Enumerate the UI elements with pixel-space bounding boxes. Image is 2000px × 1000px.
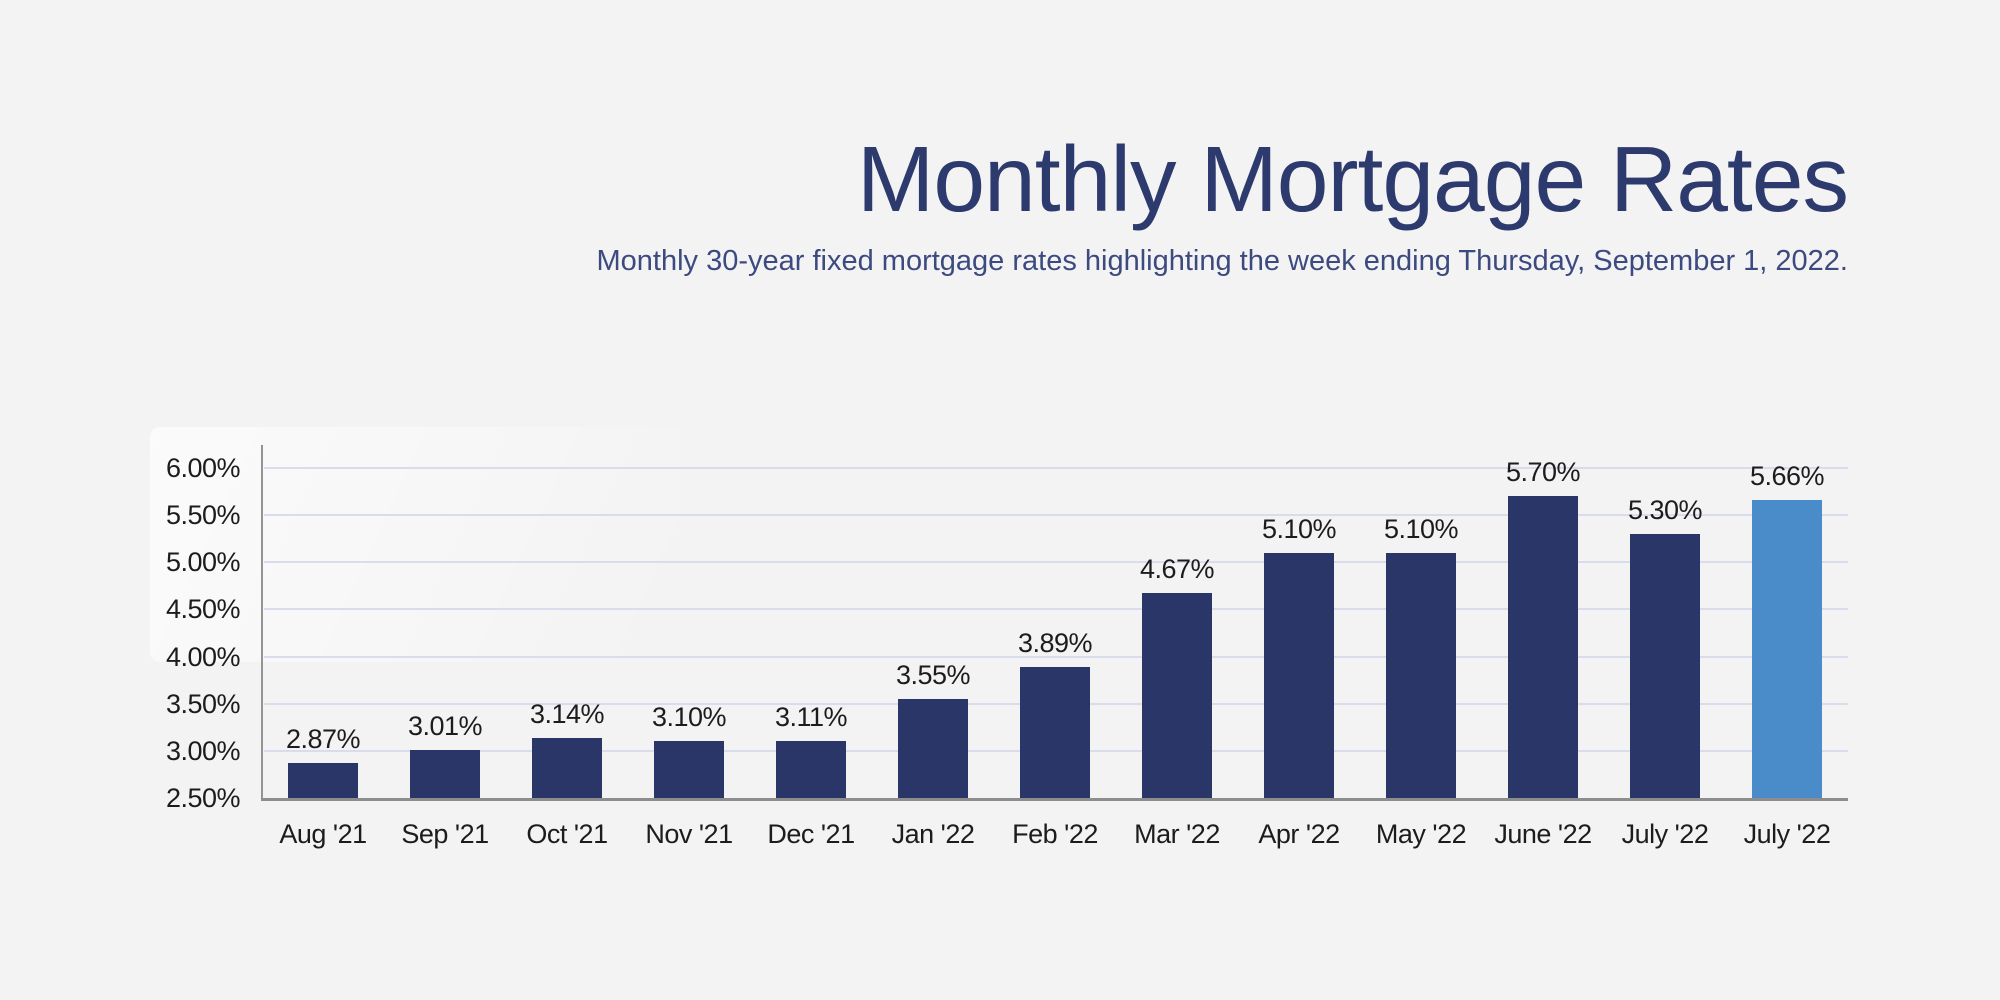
bar bbox=[1386, 552, 1456, 798]
x-axis-label: Apr '22 bbox=[1258, 819, 1340, 849]
gridline bbox=[264, 466, 1848, 469]
y-axis-label: 5.50% bbox=[165, 500, 241, 531]
bar bbox=[1752, 500, 1822, 798]
bar bbox=[1630, 534, 1700, 798]
bar-value-label: 5.10% bbox=[1383, 513, 1459, 544]
bar-value-label: 3.10% bbox=[651, 702, 727, 733]
bar-value-label: 5.70% bbox=[1505, 457, 1581, 488]
x-axis-label: Feb '22 bbox=[1012, 819, 1098, 849]
x-axis-label: Jan '22 bbox=[891, 819, 975, 849]
bar bbox=[1264, 552, 1334, 798]
y-axis-label: 6.00% bbox=[165, 452, 241, 483]
y-axis-label: 2.50% bbox=[165, 783, 241, 813]
bar-value-label: 5.30% bbox=[1627, 495, 1703, 525]
bar bbox=[654, 741, 724, 798]
x-axis-label: Oct '21 bbox=[526, 819, 608, 849]
bar bbox=[532, 737, 602, 798]
x-axis-label: May '22 bbox=[1375, 819, 1467, 849]
gridline bbox=[264, 608, 1848, 611]
y-axis-label: 3.00% bbox=[165, 735, 241, 766]
bar-value-label: 3.55% bbox=[895, 660, 971, 690]
bar bbox=[898, 699, 968, 798]
x-axis-label: July '22 bbox=[1621, 819, 1709, 849]
x-axis-label: Sep '21 bbox=[401, 819, 489, 849]
x-axis-label: June '22 bbox=[1494, 819, 1592, 849]
chart-title: Monthly Mortgage Rates bbox=[856, 127, 1849, 231]
chart-subtitle: Monthly 30-year fixed mortgage rates hig… bbox=[596, 245, 1848, 278]
gridline bbox=[264, 561, 1848, 564]
y-axis-label: 4.50% bbox=[165, 594, 241, 625]
x-axis-label: July '22 bbox=[1743, 819, 1831, 849]
gridline bbox=[264, 655, 1848, 658]
x-axis-label: Aug '21 bbox=[279, 819, 367, 849]
x-axis-label: Mar '22 bbox=[1134, 819, 1220, 849]
bar-value-label: 4.67% bbox=[1139, 554, 1215, 585]
y-axis-line bbox=[261, 445, 263, 800]
bar-value-label: 3.01% bbox=[407, 710, 483, 741]
chart-header: Monthly Mortgage Rates Monthly 30-year f… bbox=[596, 127, 1849, 279]
bar-value-label: 2.87% bbox=[285, 724, 361, 755]
y-axis-label: 4.00% bbox=[165, 641, 241, 672]
bar bbox=[1142, 593, 1212, 798]
y-axis-label: 5.00% bbox=[165, 547, 241, 578]
gridline bbox=[264, 514, 1848, 517]
bar bbox=[288, 763, 358, 798]
bar-value-label: 5.10% bbox=[1261, 513, 1337, 544]
y-axis-label: 3.50% bbox=[165, 688, 241, 719]
x-axis-label: Dec '21 bbox=[767, 819, 855, 849]
bar-value-label: 3.11% bbox=[774, 701, 848, 732]
bar-value-label: 5.66% bbox=[1749, 461, 1825, 491]
background-sheen bbox=[150, 427, 680, 662]
bar bbox=[1508, 496, 1578, 798]
bar-value-label: 3.14% bbox=[529, 698, 605, 729]
bar bbox=[1020, 666, 1090, 798]
bar-value-label: 3.89% bbox=[1017, 627, 1093, 658]
x-axis-line bbox=[261, 798, 1848, 801]
bar bbox=[410, 749, 480, 798]
bar bbox=[776, 740, 846, 798]
x-axis-label: Nov '21 bbox=[645, 819, 733, 849]
